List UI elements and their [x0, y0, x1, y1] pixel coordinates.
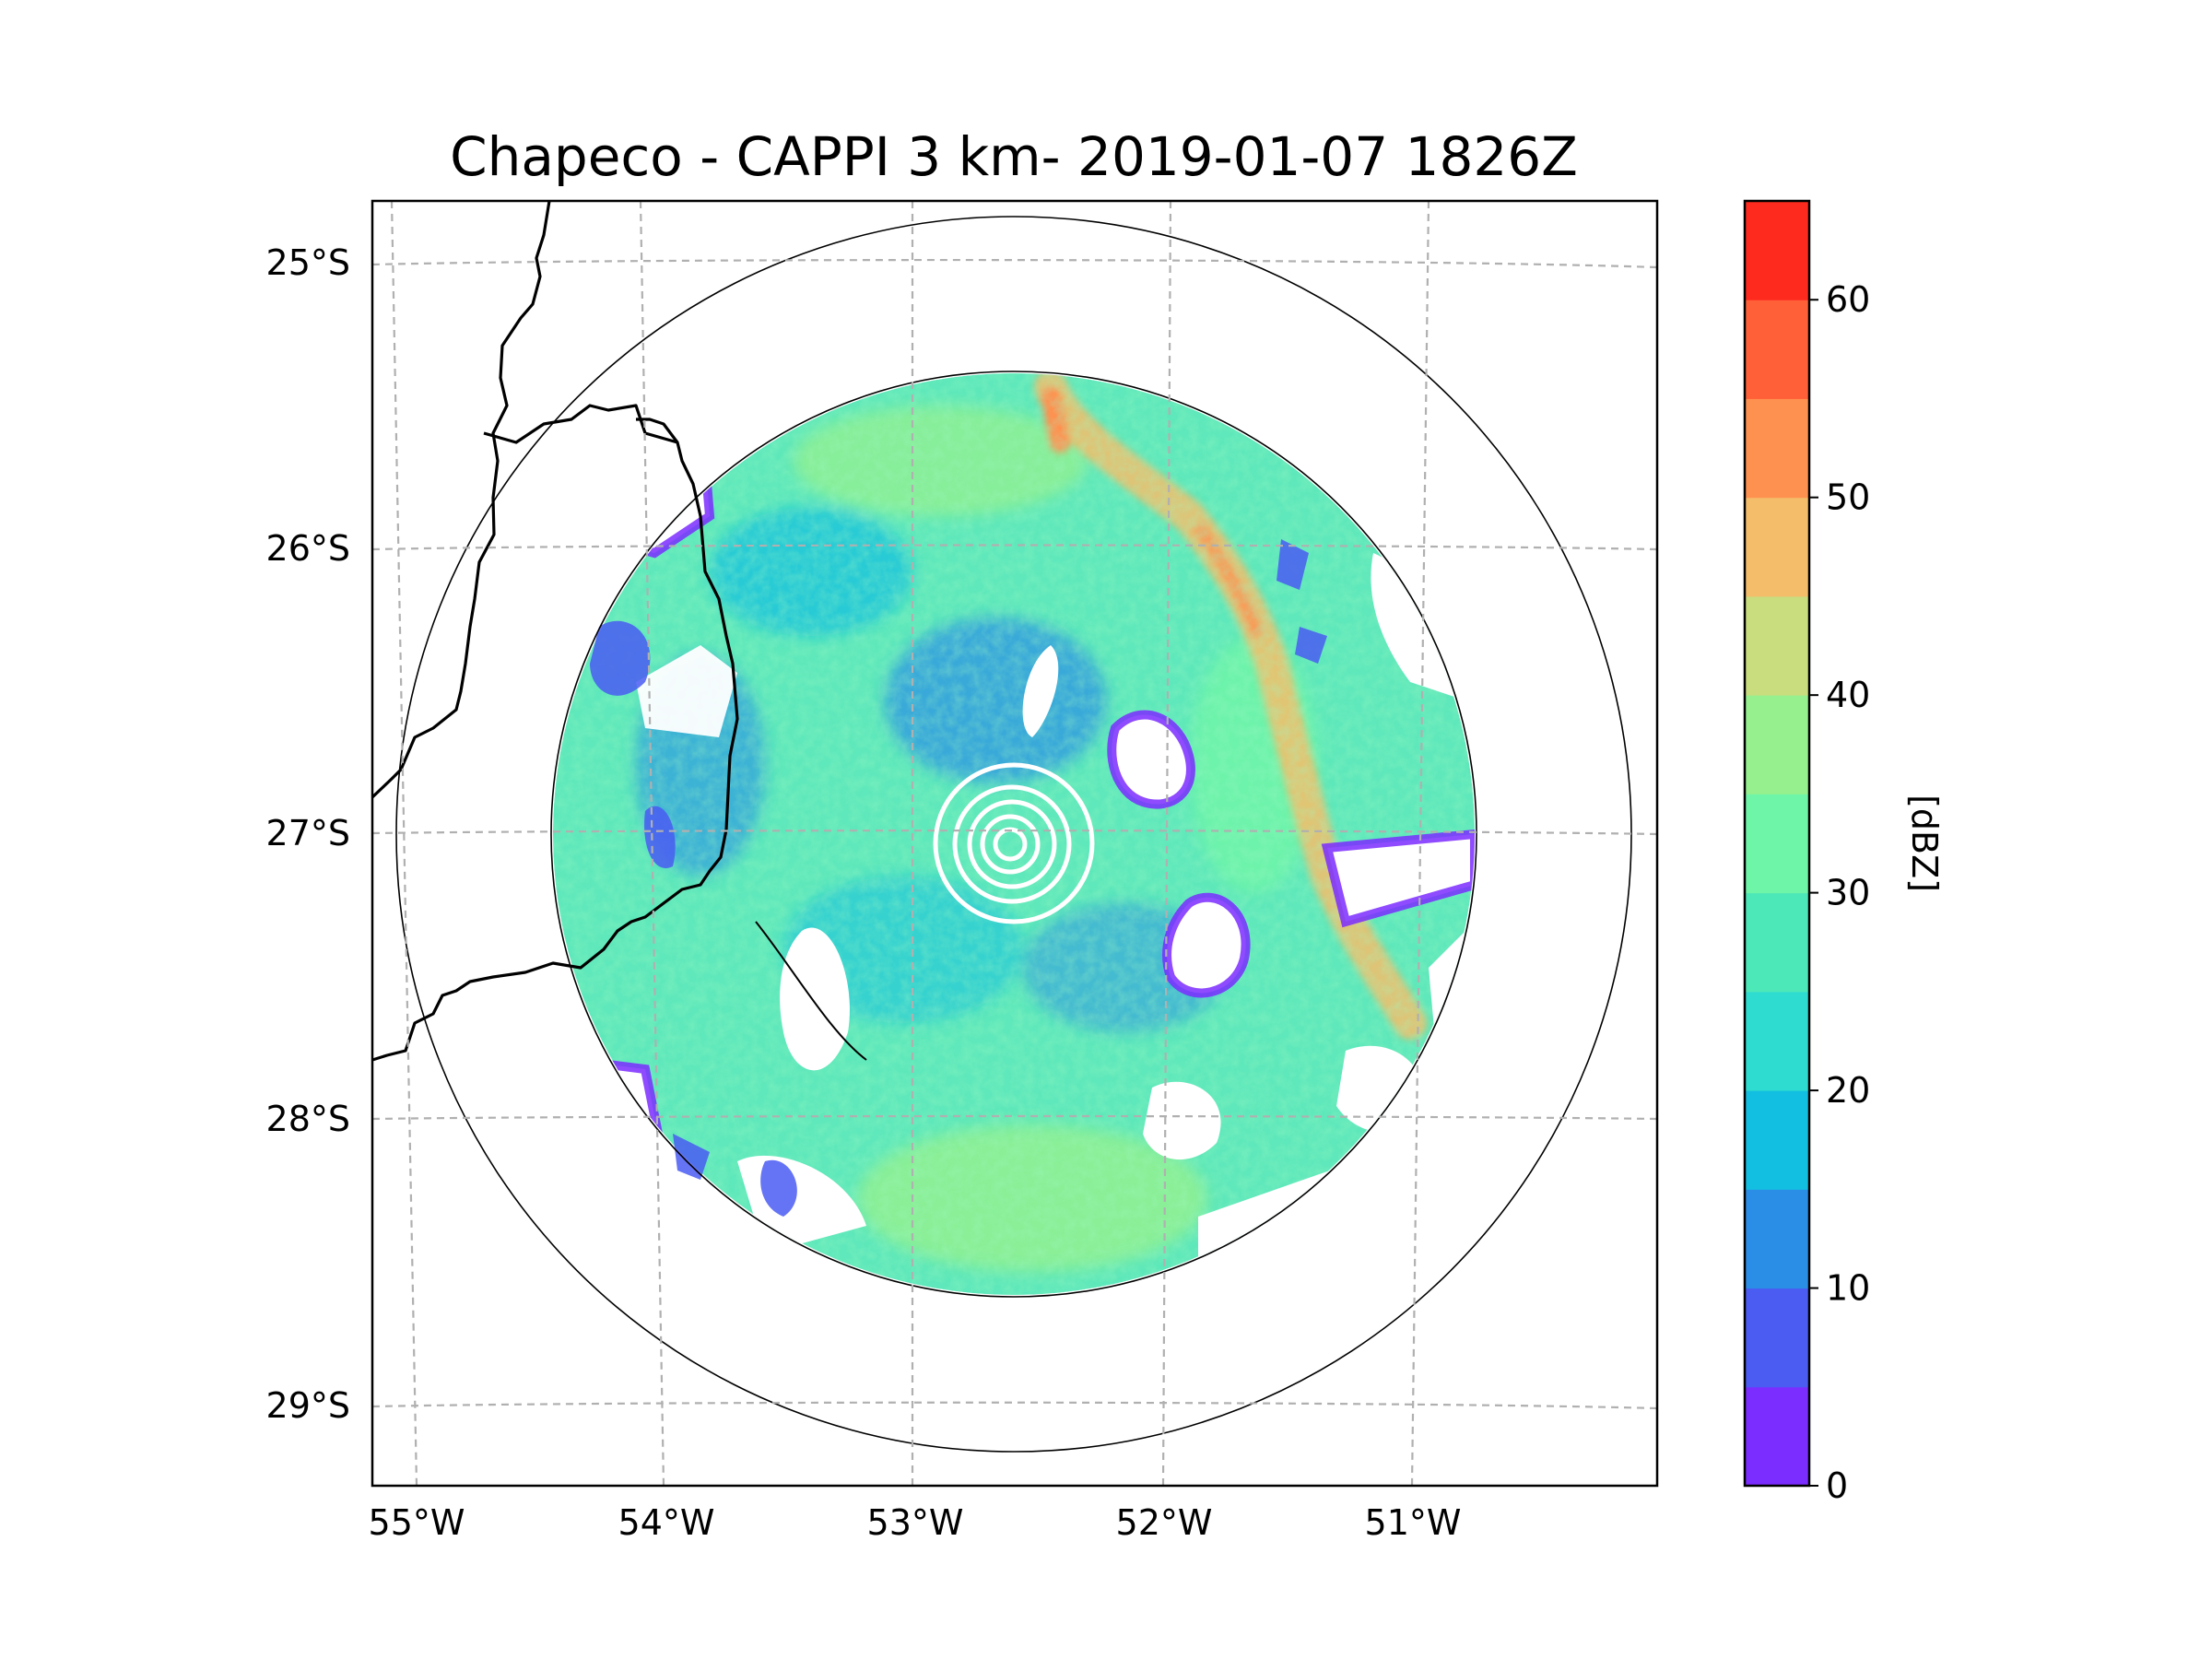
x-tick-label: 52°W: [1116, 1502, 1213, 1543]
colorbar-bin: [1745, 595, 1809, 696]
colorbar-tick-label: 50: [1826, 477, 1870, 518]
x-tick-label: 53°W: [867, 1502, 964, 1543]
colorbar-tick-label: 0: [1826, 1465, 1848, 1506]
colorbar: 0 10 20 30 40 50 60: [1743, 199, 1870, 1506]
map-panel: [372, 201, 1657, 1486]
colorbar-bin: [1745, 794, 1809, 894]
y-tick-label: 28°S: [266, 1099, 350, 1139]
colorbar-bin: [1745, 695, 1809, 794]
colorbar-bin: [1745, 1288, 1809, 1388]
x-tick-label: 55°W: [369, 1502, 465, 1543]
colorbar-tick-label: 30: [1826, 873, 1870, 913]
colorbar-bin: [1745, 892, 1809, 993]
colorbar-bin: [1745, 201, 1809, 300]
colorbar-tick-label: 40: [1826, 675, 1870, 715]
y-tick-label: 29°S: [266, 1385, 350, 1426]
colorbar-tick-label: 60: [1826, 279, 1870, 320]
colorbar-bin: [1745, 1189, 1809, 1289]
colorbar-tick-label: 10: [1826, 1268, 1870, 1309]
range-ring-inner: [550, 371, 1477, 1298]
colorbar-bin: [1745, 1386, 1809, 1487]
radar-center-rings: [933, 762, 1095, 924]
colorbar-bin: [1745, 398, 1809, 499]
y-tick-label: 27°S: [266, 813, 350, 853]
colorbar-bin: [1745, 991, 1809, 1091]
y-tick-label: 26°S: [266, 528, 350, 569]
x-tick-labels: 55°W 54°W 53°W 52°W 51°W: [369, 1502, 1462, 1543]
x-tick-label: 54°W: [618, 1502, 715, 1543]
outer-echoes: [590, 539, 1327, 1217]
political-borders: [372, 201, 867, 1062]
colorbar-tick-label: 20: [1826, 1070, 1870, 1111]
y-tick-labels: 25°S 26°S 27°S 28°S 29°S: [266, 242, 350, 1426]
colorbar-bin: [1745, 1090, 1809, 1190]
x-tick-label: 51°W: [1365, 1502, 1462, 1543]
colorbar-bin: [1745, 497, 1809, 597]
colorbar-frame: [1743, 199, 1811, 1488]
map-frame: [371, 199, 1659, 1488]
chart-title: Chapeco - CAPPI 3 km- 2019-01-07 1826Z: [450, 125, 1578, 188]
colorbar-bin: [1745, 300, 1809, 399]
colorbar-label: [dBZ]: [1904, 794, 1945, 892]
y-tick-label: 25°S: [266, 242, 350, 283]
